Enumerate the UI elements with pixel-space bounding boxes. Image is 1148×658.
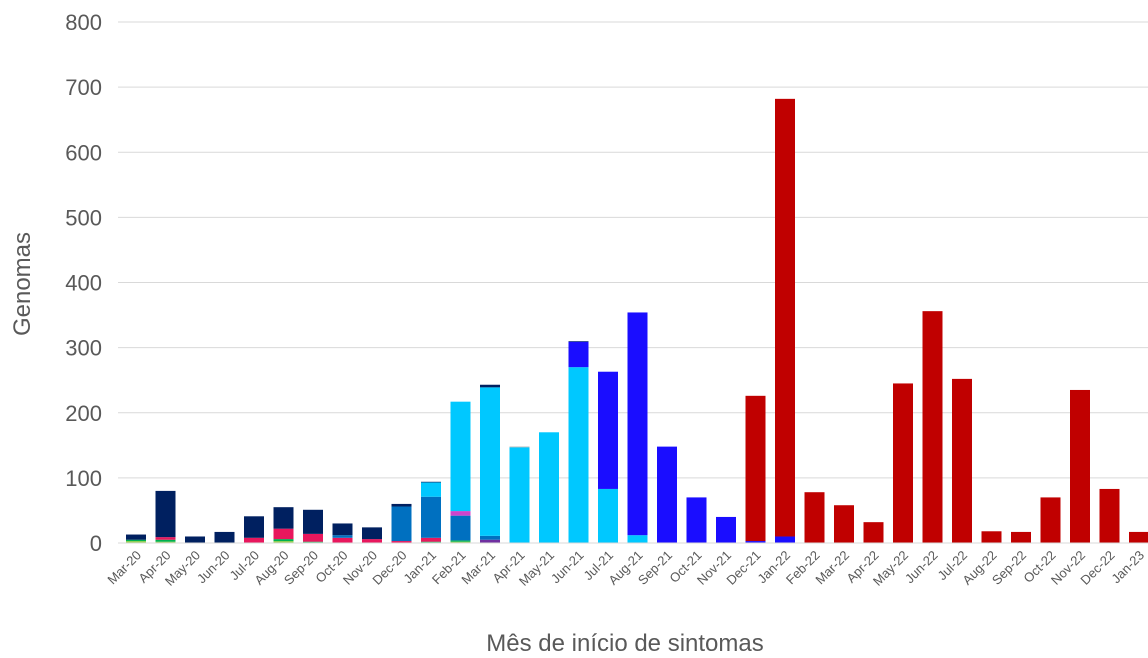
bar-segment bbox=[155, 537, 176, 540]
x-tick-label: Mar-21 bbox=[458, 548, 498, 588]
bar-segment bbox=[863, 522, 884, 543]
y-tick-label: 100 bbox=[65, 466, 102, 491]
y-tick-label: 500 bbox=[65, 205, 102, 230]
y-axis-ticks: 0 100 200 300 400 500 600 700 800 bbox=[65, 10, 102, 556]
bar-segment bbox=[775, 98, 795, 537]
bar-segment bbox=[804, 492, 825, 543]
bar-segment bbox=[155, 541, 176, 543]
bar-segment bbox=[1129, 531, 1148, 543]
bar-segment bbox=[539, 432, 559, 543]
bar-segment bbox=[273, 539, 294, 542]
bar-segment bbox=[450, 540, 471, 542]
bar-segment bbox=[509, 447, 530, 543]
bar-segment bbox=[598, 371, 618, 489]
bar-segment bbox=[126, 539, 146, 542]
bar-segment bbox=[1070, 389, 1090, 543]
bar-segment bbox=[303, 533, 323, 542]
bar-segment bbox=[450, 515, 471, 541]
bar-segment bbox=[126, 541, 146, 543]
bar-segment bbox=[155, 539, 176, 542]
x-tick-label: Jun-22 bbox=[902, 548, 941, 587]
bar-segment bbox=[450, 401, 471, 512]
bar-segment bbox=[155, 490, 176, 538]
y-tick-label: 200 bbox=[65, 401, 102, 426]
y-tick-label: 400 bbox=[65, 271, 102, 296]
bar-segment bbox=[244, 516, 264, 538]
bar-segment bbox=[244, 537, 264, 543]
bar-segment bbox=[627, 535, 648, 543]
bar-segment bbox=[362, 539, 382, 543]
bar-segment bbox=[981, 531, 1002, 543]
y-tick-label: 800 bbox=[65, 10, 102, 35]
bar-segment bbox=[568, 341, 589, 368]
bar-segment bbox=[332, 523, 353, 536]
bar-segment bbox=[126, 534, 146, 540]
x-tick-label: Jan-23 bbox=[1108, 548, 1147, 587]
bar-segment bbox=[450, 511, 471, 516]
bar-segment bbox=[686, 497, 707, 543]
bars bbox=[126, 98, 1148, 543]
y-tick-label: 700 bbox=[65, 75, 102, 100]
y-tick-label: 300 bbox=[65, 336, 102, 361]
bar-segment bbox=[391, 506, 412, 542]
x-axis-title: Mês de início de sintomas bbox=[486, 630, 763, 657]
bar-segment bbox=[952, 378, 972, 543]
bar-segment bbox=[273, 541, 294, 543]
x-tick-label: Mar-22 bbox=[812, 548, 852, 588]
y-tick-label: 600 bbox=[65, 140, 102, 165]
bar-segment bbox=[421, 496, 441, 538]
bar-segment bbox=[450, 541, 471, 543]
bar-segment bbox=[332, 537, 353, 543]
bar-segment bbox=[716, 516, 736, 543]
bar-segment bbox=[745, 541, 766, 543]
bar-segment bbox=[834, 505, 854, 543]
bar-segment bbox=[480, 535, 500, 540]
bar-segment bbox=[509, 446, 530, 448]
bar-segment bbox=[273, 528, 294, 540]
bar-segment bbox=[1099, 488, 1120, 543]
bar-segment bbox=[303, 509, 323, 534]
bar-segment bbox=[745, 395, 766, 542]
bar-segment bbox=[1040, 497, 1061, 543]
bar-segment bbox=[421, 481, 441, 483]
bar-segment bbox=[480, 539, 500, 543]
bar-segment bbox=[332, 535, 353, 538]
bar-segment bbox=[391, 503, 412, 507]
bar-segment bbox=[657, 446, 677, 543]
bar-segment bbox=[480, 387, 500, 536]
bar-segment bbox=[775, 536, 795, 543]
bar-segment bbox=[568, 367, 589, 543]
x-tick-label: Jun-20 bbox=[194, 548, 233, 587]
bar-segment bbox=[568, 341, 589, 342]
y-axis-title: Genomas bbox=[9, 232, 36, 336]
bar-segment bbox=[421, 482, 441, 497]
bar-segment bbox=[421, 537, 441, 542]
x-tick-label: Mar-20 bbox=[104, 548, 144, 588]
bar-segment bbox=[893, 383, 913, 543]
bar-segment bbox=[214, 531, 235, 543]
bar-segment bbox=[421, 541, 441, 543]
bar-segment bbox=[598, 488, 618, 543]
bar-segment bbox=[303, 541, 323, 543]
bar-segment bbox=[627, 312, 648, 536]
bar-segment bbox=[185, 536, 205, 543]
y-tick-label: 0 bbox=[90, 531, 102, 556]
bar-segment bbox=[922, 311, 943, 543]
bar-segment bbox=[391, 541, 412, 543]
bar-segment bbox=[362, 527, 382, 540]
bar-segment bbox=[273, 507, 294, 529]
bar-segment bbox=[1011, 531, 1031, 543]
x-tick-label: Jun-21 bbox=[548, 548, 587, 587]
bar-segment bbox=[480, 384, 500, 388]
x-axis-ticks: Mar-20Apr-20May-20Jun-20Jul-20Aug-20Sep-… bbox=[104, 548, 1147, 589]
